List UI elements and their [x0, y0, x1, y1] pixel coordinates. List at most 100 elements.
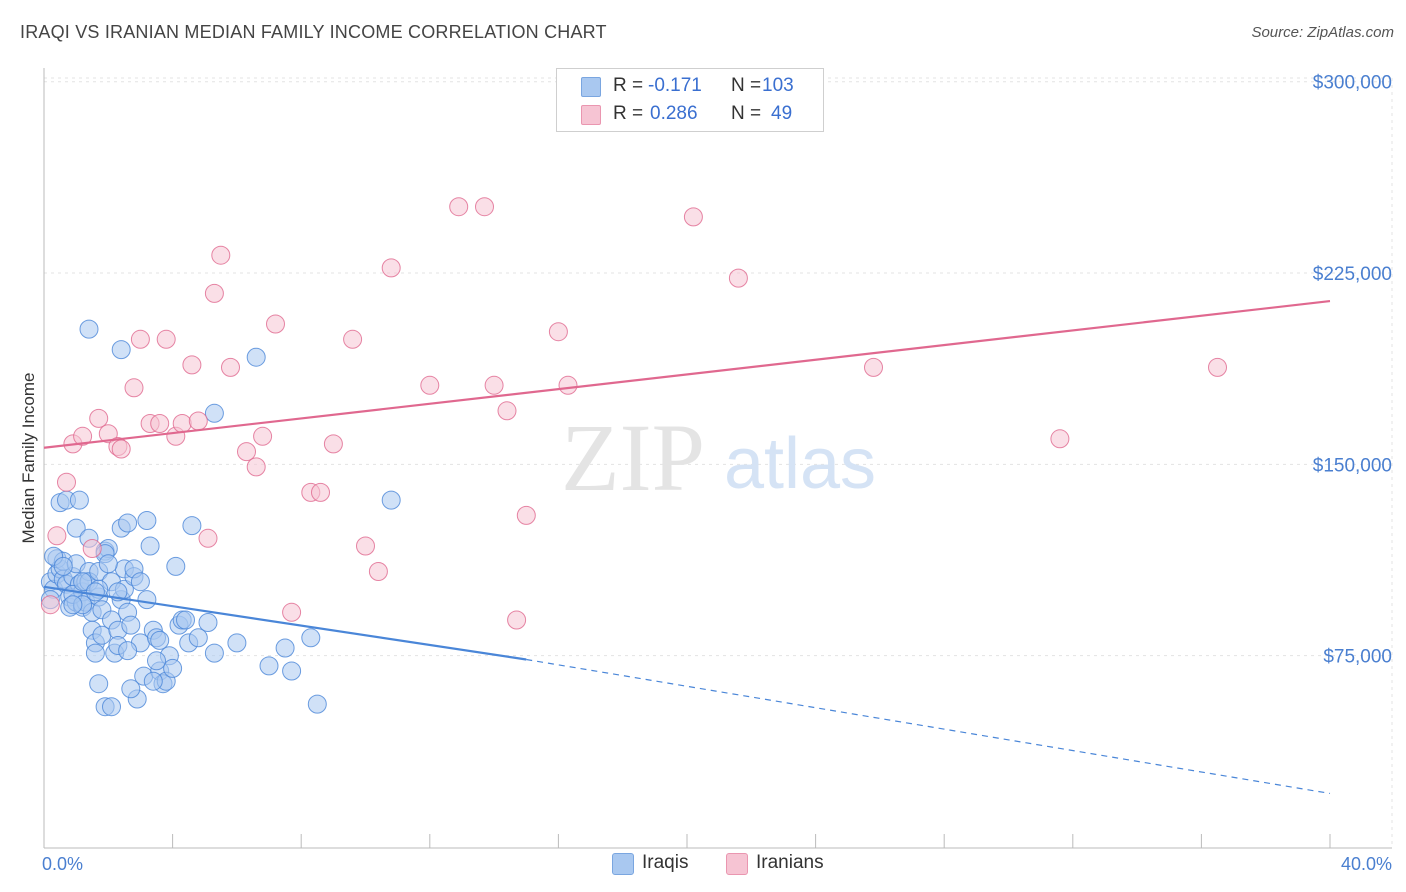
legend-r-value: 0.286	[650, 103, 698, 124]
legend-swatch-iranians	[581, 105, 601, 125]
point-iranians	[98, 424, 118, 444]
point-iraqis	[85, 582, 105, 602]
watermark-zip: ZIP	[561, 404, 705, 511]
legend-r-label: R =	[613, 103, 644, 124]
point-iranians	[182, 355, 202, 375]
point-iranians	[150, 414, 170, 433]
point-iraqis	[204, 403, 224, 423]
point-iranians	[420, 375, 440, 395]
point-iranians	[266, 314, 285, 334]
point-iranians	[124, 378, 144, 398]
correlation-legend: R = -0.171 N = 103 R = 0.286 N = 49	[556, 68, 824, 132]
trend-line-iraqis-extension	[526, 658, 1331, 795]
point-iranians	[728, 268, 748, 288]
bottom-legend-swatch-iranians	[726, 853, 748, 875]
point-iraqis	[204, 643, 224, 663]
point-iraqis	[73, 572, 93, 592]
point-iranians	[246, 457, 266, 477]
point-iraqis	[275, 638, 295, 658]
point-iranians	[516, 505, 536, 525]
y-tick-label: $300,000	[1313, 73, 1392, 94]
series-iraqis	[40, 319, 401, 717]
point-iraqis	[246, 347, 266, 367]
legend-n-label: N =	[731, 103, 762, 124]
point-iranians	[89, 408, 109, 428]
legend-n-label: N =	[731, 75, 762, 96]
point-iraqis	[92, 625, 112, 645]
point-iraqis	[282, 661, 302, 681]
bottom-legend-swatch-iraqis	[612, 853, 634, 875]
y-tick-labels: $75,000 $150,000 $225,000 $300,000	[1313, 73, 1392, 668]
point-iranians	[211, 245, 231, 265]
point-iranians	[130, 329, 150, 349]
point-iranians	[683, 207, 703, 227]
point-iranians	[73, 426, 93, 446]
point-iraqis	[53, 556, 73, 576]
point-iraqis	[147, 651, 166, 671]
point-iranians	[381, 258, 401, 278]
watermark: ZIP atlas	[561, 404, 876, 511]
point-iraqis	[66, 518, 86, 538]
legend-row-iranians: R = 0.286 N = 49	[581, 103, 821, 127]
trend-line-iraqis	[43, 585, 527, 661]
point-iranians	[311, 482, 330, 502]
watermark-atlas: atlas	[724, 424, 876, 504]
point-iraqis	[118, 513, 138, 533]
point-iranians	[188, 411, 208, 431]
point-iranians	[204, 283, 224, 303]
point-iraqis	[227, 633, 247, 653]
point-iraqis	[182, 516, 202, 536]
point-iranians	[253, 426, 273, 446]
point-iraqis	[121, 679, 141, 699]
y-tick-label: $225,000	[1313, 264, 1392, 285]
source-label: Source: ZipAtlas.com	[1251, 24, 1394, 41]
axes	[43, 68, 1392, 849]
point-iraqis	[118, 641, 138, 661]
point-iraqis	[176, 610, 195, 630]
point-iraqis	[150, 630, 170, 650]
bottom-legend-label-iranians: Iranians	[756, 852, 824, 873]
point-iraqis	[79, 319, 99, 339]
point-iraqis	[89, 674, 109, 694]
point-iraqis	[130, 572, 150, 592]
trend-lines	[43, 299, 1331, 795]
point-iranians	[343, 329, 363, 349]
point-iraqis	[102, 697, 121, 717]
point-iraqis	[143, 671, 163, 691]
point-iranians	[172, 414, 192, 433]
point-iranians	[484, 375, 504, 395]
point-iranians	[156, 329, 176, 349]
legend-r-label: R =	[613, 75, 644, 96]
point-iranians	[111, 439, 131, 459]
x-tick-label-max: 40.0%	[1341, 854, 1392, 874]
point-iranians	[864, 357, 883, 377]
point-iraqis	[166, 556, 186, 576]
point-iranians	[282, 602, 302, 622]
point-iranians	[368, 562, 388, 581]
point-iraqis	[69, 490, 89, 510]
point-iraqis	[381, 490, 401, 510]
x-tick-label-min: 0.0%	[42, 854, 83, 874]
y-axis-label: Median Family Income	[19, 372, 38, 543]
point-iranians	[507, 610, 527, 630]
point-iranians	[57, 472, 76, 492]
point-iranians	[198, 528, 218, 548]
point-iraqis	[188, 628, 208, 648]
point-iraqis	[140, 536, 160, 556]
point-iraqis	[259, 656, 279, 676]
point-iranians	[356, 536, 375, 556]
point-iranians	[323, 434, 343, 454]
legend-r-value: -0.171	[648, 75, 702, 96]
point-iranians	[221, 357, 240, 377]
legend-row-iraqis: R = -0.171 N = 103	[581, 75, 821, 99]
point-iranians	[237, 442, 256, 462]
point-iraqis	[163, 658, 183, 678]
point-iranians	[40, 595, 60, 615]
point-iraqis	[63, 595, 83, 615]
point-iraqis	[98, 554, 118, 574]
y-tick-label: $150,000	[1313, 455, 1392, 476]
point-iraqis	[111, 340, 131, 360]
point-iraqis	[137, 511, 157, 530]
point-iraqis	[121, 615, 141, 635]
